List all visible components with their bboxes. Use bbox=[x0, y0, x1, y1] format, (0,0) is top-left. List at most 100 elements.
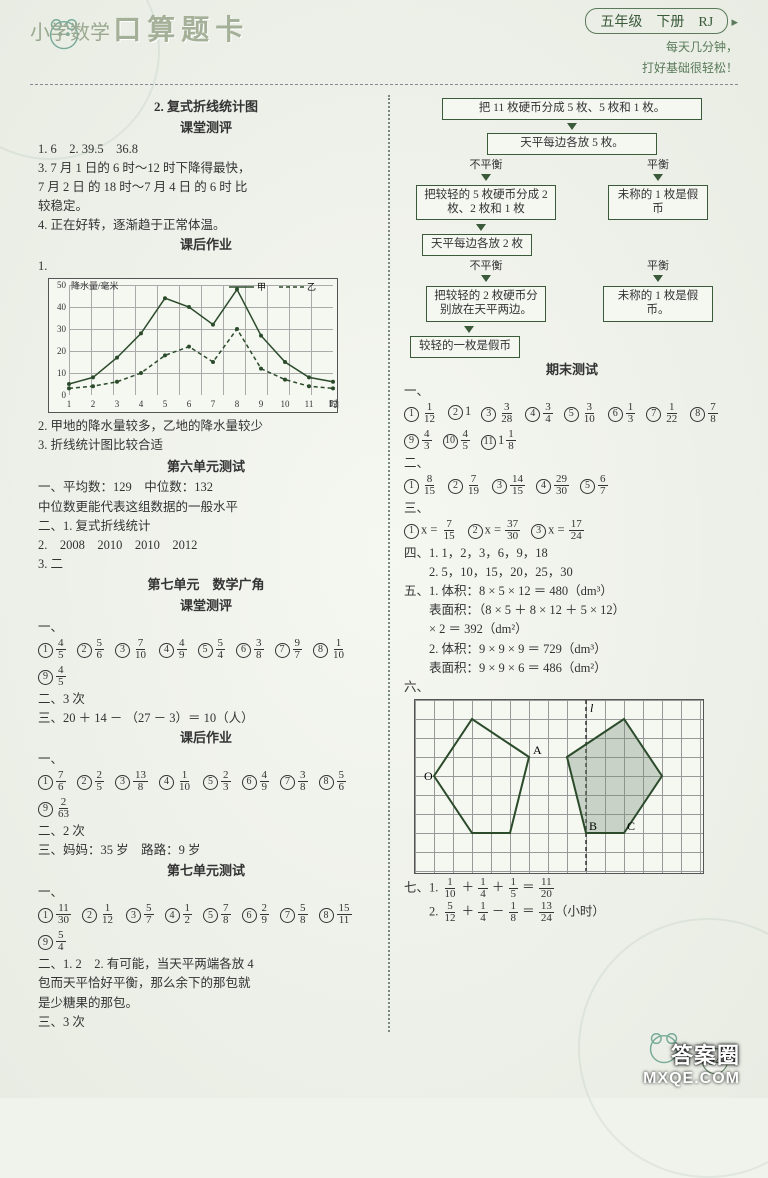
svg-text:l: l bbox=[590, 701, 594, 715]
flow-n3b: 未称的 1 枚是假币 bbox=[608, 185, 708, 221]
watermark: 答案圈 MXQE.COM bbox=[643, 1038, 740, 1088]
s2-line5: 4. 正在好转，逐渐趋于正常体温。 bbox=[38, 216, 374, 234]
final-q3-row: 1x = 7152x = 37303x = 1724 bbox=[404, 519, 740, 542]
svg-text:2: 2 bbox=[91, 399, 96, 409]
svg-text:40: 40 bbox=[57, 302, 67, 312]
content: 2. 复式折线统计图 课堂测评 1. 6 2. 39.5 36.8 3. 7 月… bbox=[0, 89, 768, 1042]
flow-n3a: 把较轻的 5 枚硬币分成 2 枚、2 枚和 1 枚 bbox=[416, 185, 556, 221]
flow-n6: 较轻的一枚是假币 bbox=[410, 336, 520, 358]
f-l7-pre: 七、1. bbox=[404, 880, 438, 894]
svg-text:乙: 乙 bbox=[307, 282, 316, 292]
f-l5b: 表面积：（8 × 5 ＋ 8 × 12 ＋ 5 × 12） bbox=[404, 601, 740, 619]
f-l5a: 五、1. 体积：8 × 5 × 12 ＝ 480（dm³） bbox=[404, 582, 740, 600]
tagline-1: 每天几分钟， bbox=[585, 38, 738, 55]
grade-pill: 五年级 下册 RJ bbox=[585, 8, 728, 34]
u6-l5: 3. 二 bbox=[38, 555, 374, 573]
f-l7b-expr: 512 ＋ 14 － 18 ＝ 1324 bbox=[442, 904, 555, 918]
f-l5d: 2. 体积：9 × 9 × 9 ＝ 729（dm³） bbox=[404, 640, 740, 658]
u7-l2: 二、3 次 bbox=[38, 690, 374, 708]
u7t-l2a: 二、1. 2 2. 有可能，当天平两端各放 4 bbox=[38, 955, 374, 973]
u7-title: 第七单元 数学广角 bbox=[38, 576, 374, 595]
flowchart: 把 11 枚硬币分成 5 枚、5 枚和 1 枚。 天平每边各放 5 枚。 不平衡… bbox=[404, 98, 740, 358]
grid-figure: lOABC bbox=[414, 699, 704, 874]
svg-text:11: 11 bbox=[305, 399, 314, 409]
f-l4a: 四、1. 1，2，3，6，9，18 bbox=[404, 544, 740, 562]
svg-text:8: 8 bbox=[235, 399, 240, 409]
sec-2-title: 2. 复式折线统计图 bbox=[38, 98, 374, 117]
svg-text:6: 6 bbox=[187, 399, 192, 409]
arrow-icon: ▸ bbox=[731, 14, 738, 29]
u7-sub: 课堂测评 bbox=[38, 597, 374, 616]
title-main: 口算题卡 bbox=[113, 15, 249, 46]
f-l5c: × 2 ＝ 392（dm²） bbox=[404, 620, 740, 638]
s2-line1: 1. 6 2. 39.5 36.8 bbox=[38, 140, 374, 158]
flow-n2: 天平每边各放 5 枚。 bbox=[487, 133, 657, 155]
f-l5e: 表面积：9 × 9 × 6 ＝ 486（dm²） bbox=[404, 659, 740, 677]
right-column: 把 11 枚硬币分成 5 枚、5 枚和 1 枚。 天平每边各放 5 枚。 不平衡… bbox=[404, 95, 740, 1032]
sec-2-sub: 课堂测评 bbox=[38, 119, 374, 138]
f-l4b: 2. 5，10，15，20，25，30 bbox=[404, 563, 740, 581]
watermark-top: 答案圈 bbox=[643, 1038, 740, 1070]
rainfall-chart: 50403020100降水量/毫米123456789101112时间/月甲乙 bbox=[48, 278, 338, 413]
s2-line4: 较稳定。 bbox=[38, 197, 374, 215]
flow-unbal-2: 不平衡 bbox=[470, 260, 503, 273]
flow-n5b: 未称的 1 枚是假币。 bbox=[603, 286, 713, 322]
hw-line2: 2. 甲地的降水量较多，乙地的降水量较少 bbox=[38, 417, 374, 435]
tagline-2: 打好基础很轻松！ bbox=[585, 59, 738, 76]
flow-n4: 天平每边各放 2 枚 bbox=[422, 234, 532, 256]
page-header: 小学数学 口算题卡 五年级 下册 RJ ▸ 每天几分钟， 打好基础很轻松！ bbox=[0, 0, 768, 80]
hw-title: 课后作业 bbox=[38, 236, 374, 255]
svg-text:3: 3 bbox=[115, 399, 120, 409]
u7t-l3: 三、3 次 bbox=[38, 1013, 374, 1031]
u7-q1-row: 14525637104495546387978110945 bbox=[38, 638, 374, 688]
svg-text:1: 1 bbox=[67, 399, 72, 409]
u6-title: 第六单元测试 bbox=[38, 458, 374, 477]
flow-bal-1: 平衡 bbox=[647, 159, 669, 172]
svg-text:甲: 甲 bbox=[257, 282, 266, 292]
hw2-q1-row: 176225313841105236497388569263 bbox=[38, 770, 374, 820]
left-column: 2. 复式折线统计图 课堂测评 1. 6 2. 39.5 36.8 3. 7 月… bbox=[38, 95, 374, 1032]
hw2-l3: 三、妈妈：35 岁 路路：9 岁 bbox=[38, 841, 374, 859]
u6-l3: 二、1. 复式折线统计 bbox=[38, 517, 374, 535]
u7t-title: 第七单元测试 bbox=[38, 862, 374, 881]
u6-l4: 2. 2008 2010 2010 2012 bbox=[38, 536, 374, 554]
svg-text:20: 20 bbox=[57, 346, 67, 356]
svg-text:0: 0 bbox=[62, 390, 67, 400]
svg-text:C: C bbox=[627, 819, 635, 833]
flow-unbal-1: 不平衡 bbox=[470, 159, 503, 172]
f-l7b-pre: 2. bbox=[404, 904, 438, 918]
u7-l3: 三、20 ＋ 14 － （27 － 3）＝ 10（人） bbox=[38, 709, 374, 727]
flow-bal-2: 平衡 bbox=[647, 260, 669, 273]
svg-text:9: 9 bbox=[259, 399, 264, 409]
u6-l2: 中位数更能代表这组数据的一般水平 bbox=[38, 498, 374, 516]
u7t-l2b: 包而天平恰好平衡，那么余下的那包就 bbox=[38, 974, 374, 992]
final-q2-row: 181527193141542930567 bbox=[404, 474, 740, 497]
svg-text:10: 10 bbox=[57, 368, 67, 378]
svg-text:O: O bbox=[424, 769, 433, 783]
svg-text:10: 10 bbox=[281, 399, 291, 409]
s2-line2: 3. 7 月 1 日的 6 时～12 时下降得最快， bbox=[38, 159, 374, 177]
final-title: 期末测试 bbox=[404, 361, 740, 380]
svg-text:50: 50 bbox=[57, 280, 67, 290]
hw-line3: 3. 折线统计图比较合适 bbox=[38, 436, 374, 454]
svg-text:7: 7 bbox=[211, 399, 216, 409]
hw2-l2: 二、2 次 bbox=[38, 822, 374, 840]
svg-text:降水量/毫米: 降水量/毫米 bbox=[71, 280, 119, 291]
svg-text:时间/月: 时间/月 bbox=[329, 398, 339, 409]
u6-l1: 一、平均数：129 中位数：132 bbox=[38, 478, 374, 496]
svg-text:4: 4 bbox=[139, 399, 144, 409]
svg-text:A: A bbox=[533, 743, 542, 757]
final-q1-row: 111221332843453106137122878943104511118 bbox=[404, 402, 740, 452]
u7t-l2c: 是少糖果的那包。 bbox=[38, 994, 374, 1012]
watermark-bot: MXQE.COM bbox=[643, 1070, 740, 1088]
title-sub: 小学数学 bbox=[30, 22, 110, 44]
hw2-title: 课后作业 bbox=[38, 729, 374, 748]
flow-n5a: 把较轻的 2 枚硬币分别放在天平两边。 bbox=[426, 286, 546, 322]
svg-text:5: 5 bbox=[163, 399, 168, 409]
hw-item1: 1. bbox=[38, 257, 374, 275]
u7t-q1-row: 11130211235741257862975881511954 bbox=[38, 903, 374, 953]
f-l7-expr: 110 ＋ 14 ＋ 15 ＝ 1120 bbox=[442, 880, 555, 894]
svg-text:30: 30 bbox=[57, 324, 67, 334]
f-l7b-suf: （小时） bbox=[555, 904, 605, 918]
s2-line3: 7 月 2 日 的 18 时～7 月 4 日 的 6 时 比 bbox=[38, 178, 374, 196]
